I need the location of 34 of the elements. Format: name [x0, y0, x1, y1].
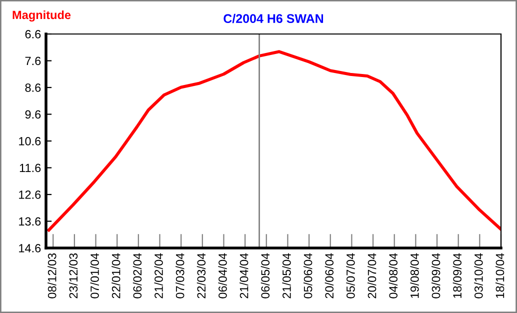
x-tick-label: 22/03/04	[196, 253, 206, 298]
x-tick-label: 05/06/04	[304, 253, 312, 298]
x-tick-label: 03/10/04	[474, 253, 483, 298]
y-tick-label: 13.6	[19, 217, 41, 226]
y-tick-label: 11.6	[20, 164, 41, 172]
y-axis-title: Magnitude	[12, 10, 71, 22]
y-tick-label: 9.6	[25, 110, 41, 119]
x-tick-label: 06/05/04	[260, 253, 270, 298]
x-tick-label: 19/08/04	[410, 253, 419, 298]
y-tick-label: 10.6	[19, 137, 41, 146]
x-tick-label: 06/02/04	[132, 253, 142, 298]
x-tick-label: 04/08/04	[388, 253, 398, 298]
x-tick-label: 18/09/04	[452, 253, 462, 298]
x-tick-label: 03/09/04	[432, 253, 440, 298]
y-tick-label: 14.6	[19, 244, 41, 252]
chart-title: C/2004 H6 SWAN	[224, 14, 324, 24]
y-tick-label: 8.6	[25, 84, 41, 92]
x-tick-label: 07/03/04	[176, 253, 184, 298]
x-tick-label: 05/07/04	[346, 253, 355, 298]
x-tick-label: 18/10/04	[496, 253, 504, 298]
x-tick-label: 22/01/04	[112, 253, 120, 298]
x-tick-label: 20/07/04	[368, 253, 376, 298]
x-tick-label: 21/02/04	[154, 253, 163, 298]
line-series	[47, 50, 501, 232]
x-tick-label: 20/06/04	[324, 253, 334, 298]
y-tick-label: 6.6	[25, 30, 41, 38]
y-tick-label: 12.6	[19, 190, 41, 199]
y-tick-label: 7.6	[25, 56, 41, 66]
x-tick-label: 21/05/04	[282, 253, 291, 298]
x-tick-label: 21/04/04	[240, 253, 248, 298]
x-tick-label: 23/12/03	[68, 253, 78, 298]
x-tick-label: 08/12/03	[48, 253, 56, 298]
x-tick-label: 07/01/04	[90, 253, 99, 298]
x-tick-label: 06/04/04	[218, 253, 227, 298]
